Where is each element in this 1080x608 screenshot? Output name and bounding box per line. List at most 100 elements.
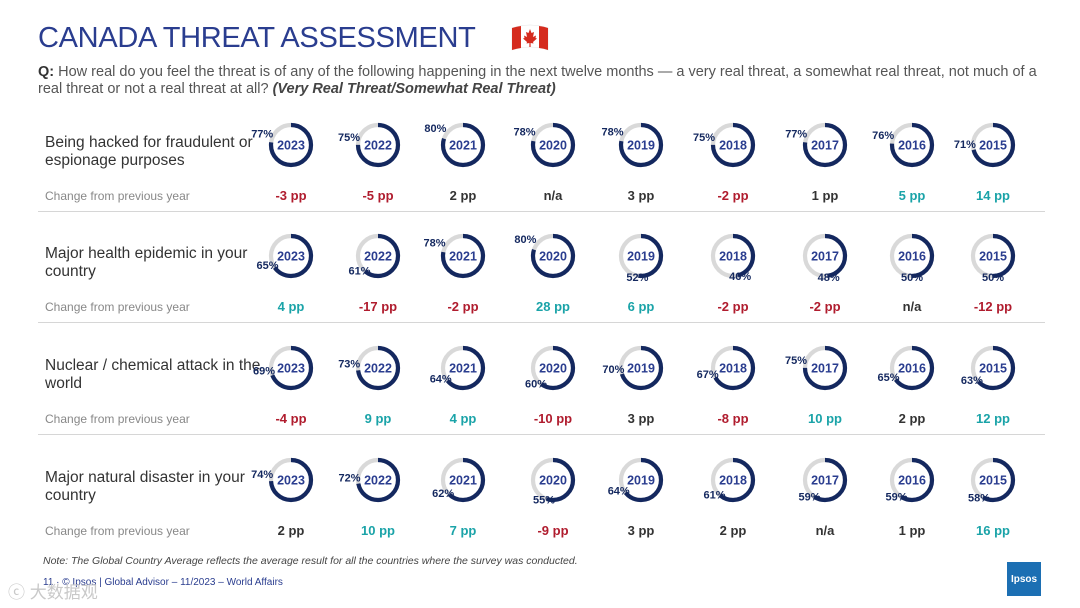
question-text: How real do you feel the threat is of an… xyxy=(38,64,1037,97)
change-value: 7 pp xyxy=(449,523,477,538)
change-value: n/a xyxy=(815,523,835,538)
percent-label: 50% xyxy=(901,272,923,284)
change-value: 3 pp xyxy=(627,188,655,203)
year-label: 2019 xyxy=(627,474,655,488)
year-label: 2023 xyxy=(277,250,305,264)
percent-label: 61% xyxy=(703,489,725,501)
change-value: 10 pp xyxy=(808,411,842,426)
year-label: 2022 xyxy=(364,139,392,153)
donut-arc xyxy=(355,122,401,168)
percent-label: 64% xyxy=(608,486,630,498)
donut-arc xyxy=(440,345,486,391)
year-label: 2017 xyxy=(811,474,839,488)
change-value: -4 pp xyxy=(275,411,307,426)
donut-arc xyxy=(355,345,401,391)
row-divider xyxy=(38,211,1045,212)
year-label: 2017 xyxy=(811,139,839,153)
percent-label: 80% xyxy=(514,234,536,246)
percent-label: 76% xyxy=(872,130,894,142)
row-divider xyxy=(38,322,1045,323)
question-emphasis: (Very Real Threat/Somewhat Real Threat) xyxy=(272,81,556,97)
canada-flag-icon xyxy=(511,24,549,51)
threat-row: Major natural disaster in your country Ch… xyxy=(0,443,1080,554)
year-label: 2020 xyxy=(539,474,567,488)
percent-label: 58% xyxy=(968,492,990,504)
change-value: 16 pp xyxy=(976,523,1010,538)
donut-chart: 2017 48% xyxy=(802,233,848,284)
percent-label: 61% xyxy=(348,265,370,277)
donut-arc xyxy=(889,345,935,391)
change-value: 10 pp xyxy=(361,523,395,538)
donut-arc xyxy=(970,345,1016,391)
threat-label: Nuclear / chemical attack in the world xyxy=(45,357,261,392)
year-label: 2015 xyxy=(979,474,1007,488)
donut-chart: 2021 78% xyxy=(423,233,486,279)
donut-arc xyxy=(530,122,576,168)
change-value: 2 pp xyxy=(898,411,926,426)
donut-arc xyxy=(889,457,935,503)
donut-chart: 2023 77% xyxy=(251,122,314,168)
donut-arc xyxy=(618,233,664,279)
threat-label: Major natural disaster in your country xyxy=(45,469,245,504)
change-value: -8 pp xyxy=(717,411,749,426)
donut-arc xyxy=(440,233,486,279)
survey-question: Q: How real do you feel the threat is of… xyxy=(38,64,1038,98)
donut-arc xyxy=(268,345,314,391)
donut-chart: 2018 46% xyxy=(710,233,756,283)
donut-chart: 2017 77% xyxy=(785,122,848,168)
percent-label: 59% xyxy=(885,492,907,504)
percent-label: 70% xyxy=(602,364,624,376)
page-title: CANADA THREAT ASSESSMENT xyxy=(38,22,476,54)
donut-chart: 2016 76% xyxy=(872,122,935,168)
change-value: -2 pp xyxy=(717,299,749,314)
donut-arc xyxy=(268,457,314,503)
percent-label: 65% xyxy=(877,372,899,384)
ipsos-logo: Ipsos xyxy=(1007,562,1041,596)
row-divider xyxy=(38,434,1045,435)
donut-chart: 2020 78% xyxy=(513,122,576,168)
change-label: Change from previous year xyxy=(45,524,190,538)
donut-chart: 2016 50% xyxy=(889,233,935,284)
change-label: Change from previous year xyxy=(45,412,190,426)
watermark: ⓒ 大数据观 xyxy=(8,583,98,602)
change-label: Change from previous year xyxy=(45,300,190,314)
year-label: 2022 xyxy=(364,250,392,264)
change-value: 6 pp xyxy=(627,299,655,314)
percent-label: 80% xyxy=(424,123,446,135)
percent-label: 75% xyxy=(338,132,360,144)
percent-label: 74% xyxy=(251,469,273,481)
percent-label: 77% xyxy=(251,128,273,140)
change-value: 2 pp xyxy=(277,523,305,538)
year-label: 2019 xyxy=(627,250,655,264)
question-prefix: Q: xyxy=(38,64,55,80)
change-value: 2 pp xyxy=(449,188,477,203)
year-label: 2020 xyxy=(539,250,567,264)
change-value: -9 pp xyxy=(537,523,569,538)
year-label: 2023 xyxy=(277,474,305,488)
percent-label: 75% xyxy=(785,355,807,367)
percent-label: 67% xyxy=(697,369,719,381)
change-value: -10 pp xyxy=(533,411,573,426)
change-value: 9 pp xyxy=(364,411,392,426)
donut-arc xyxy=(618,457,664,503)
year-label: 2022 xyxy=(364,362,392,376)
donut-arc xyxy=(530,345,576,391)
year-label: 2022 xyxy=(364,474,392,488)
year-label: 2018 xyxy=(719,250,747,264)
donut-chart: 2015 50% xyxy=(970,233,1016,284)
year-label: 2017 xyxy=(811,362,839,376)
donut-arc xyxy=(802,122,848,168)
year-label: 2019 xyxy=(627,139,655,153)
percent-label: 78% xyxy=(423,238,445,250)
change-value: 1 pp xyxy=(811,188,839,203)
